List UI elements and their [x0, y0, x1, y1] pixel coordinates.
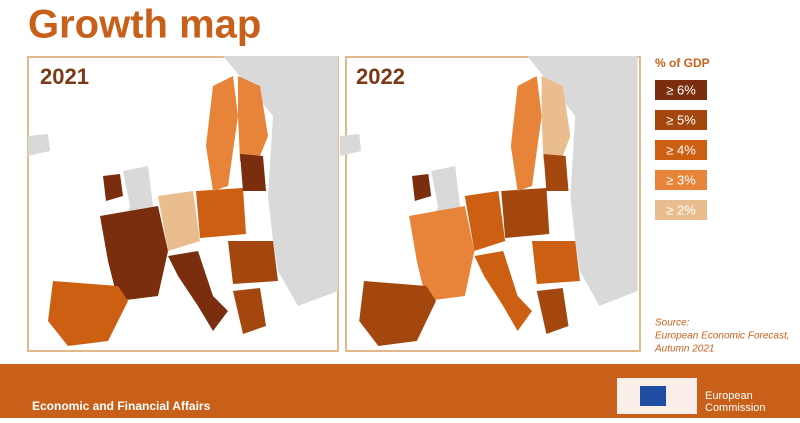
brand-line: Commission — [705, 402, 766, 414]
legend-swatch — [655, 140, 707, 160]
legend: ≥ 6% ≥ 5% ≥ 4% ≥ 3% ≥ 2% — [655, 80, 707, 220]
legend-title: % of GDP — [655, 56, 710, 70]
year-label: 2021 — [40, 64, 89, 89]
legend-label: ≥ 2% — [666, 202, 696, 217]
legend-label: ≥ 3% — [666, 172, 696, 187]
source-line: Source: — [655, 318, 690, 329]
legend-swatch — [655, 170, 707, 190]
source: Source: European Economic Forecast, Autu… — [654, 318, 790, 355]
year-label: 2022 — [356, 64, 405, 89]
source-line: Autumn 2021 — [654, 344, 715, 355]
legend-label: ≥ 6% — [666, 82, 696, 97]
footer-department: Economic and Financial Affairs — [32, 399, 211, 413]
legend-swatch — [655, 80, 707, 100]
legend-label: ≥ 5% — [666, 112, 696, 127]
ec-logo: European Commission — [617, 378, 766, 414]
title: Growth map — [28, 3, 261, 47]
legend-swatch — [655, 110, 707, 130]
source-line: European Economic Forecast, — [655, 331, 790, 342]
brand-line: European — [705, 390, 753, 402]
legend-swatch — [655, 200, 707, 220]
legend-label: ≥ 4% — [666, 142, 696, 157]
